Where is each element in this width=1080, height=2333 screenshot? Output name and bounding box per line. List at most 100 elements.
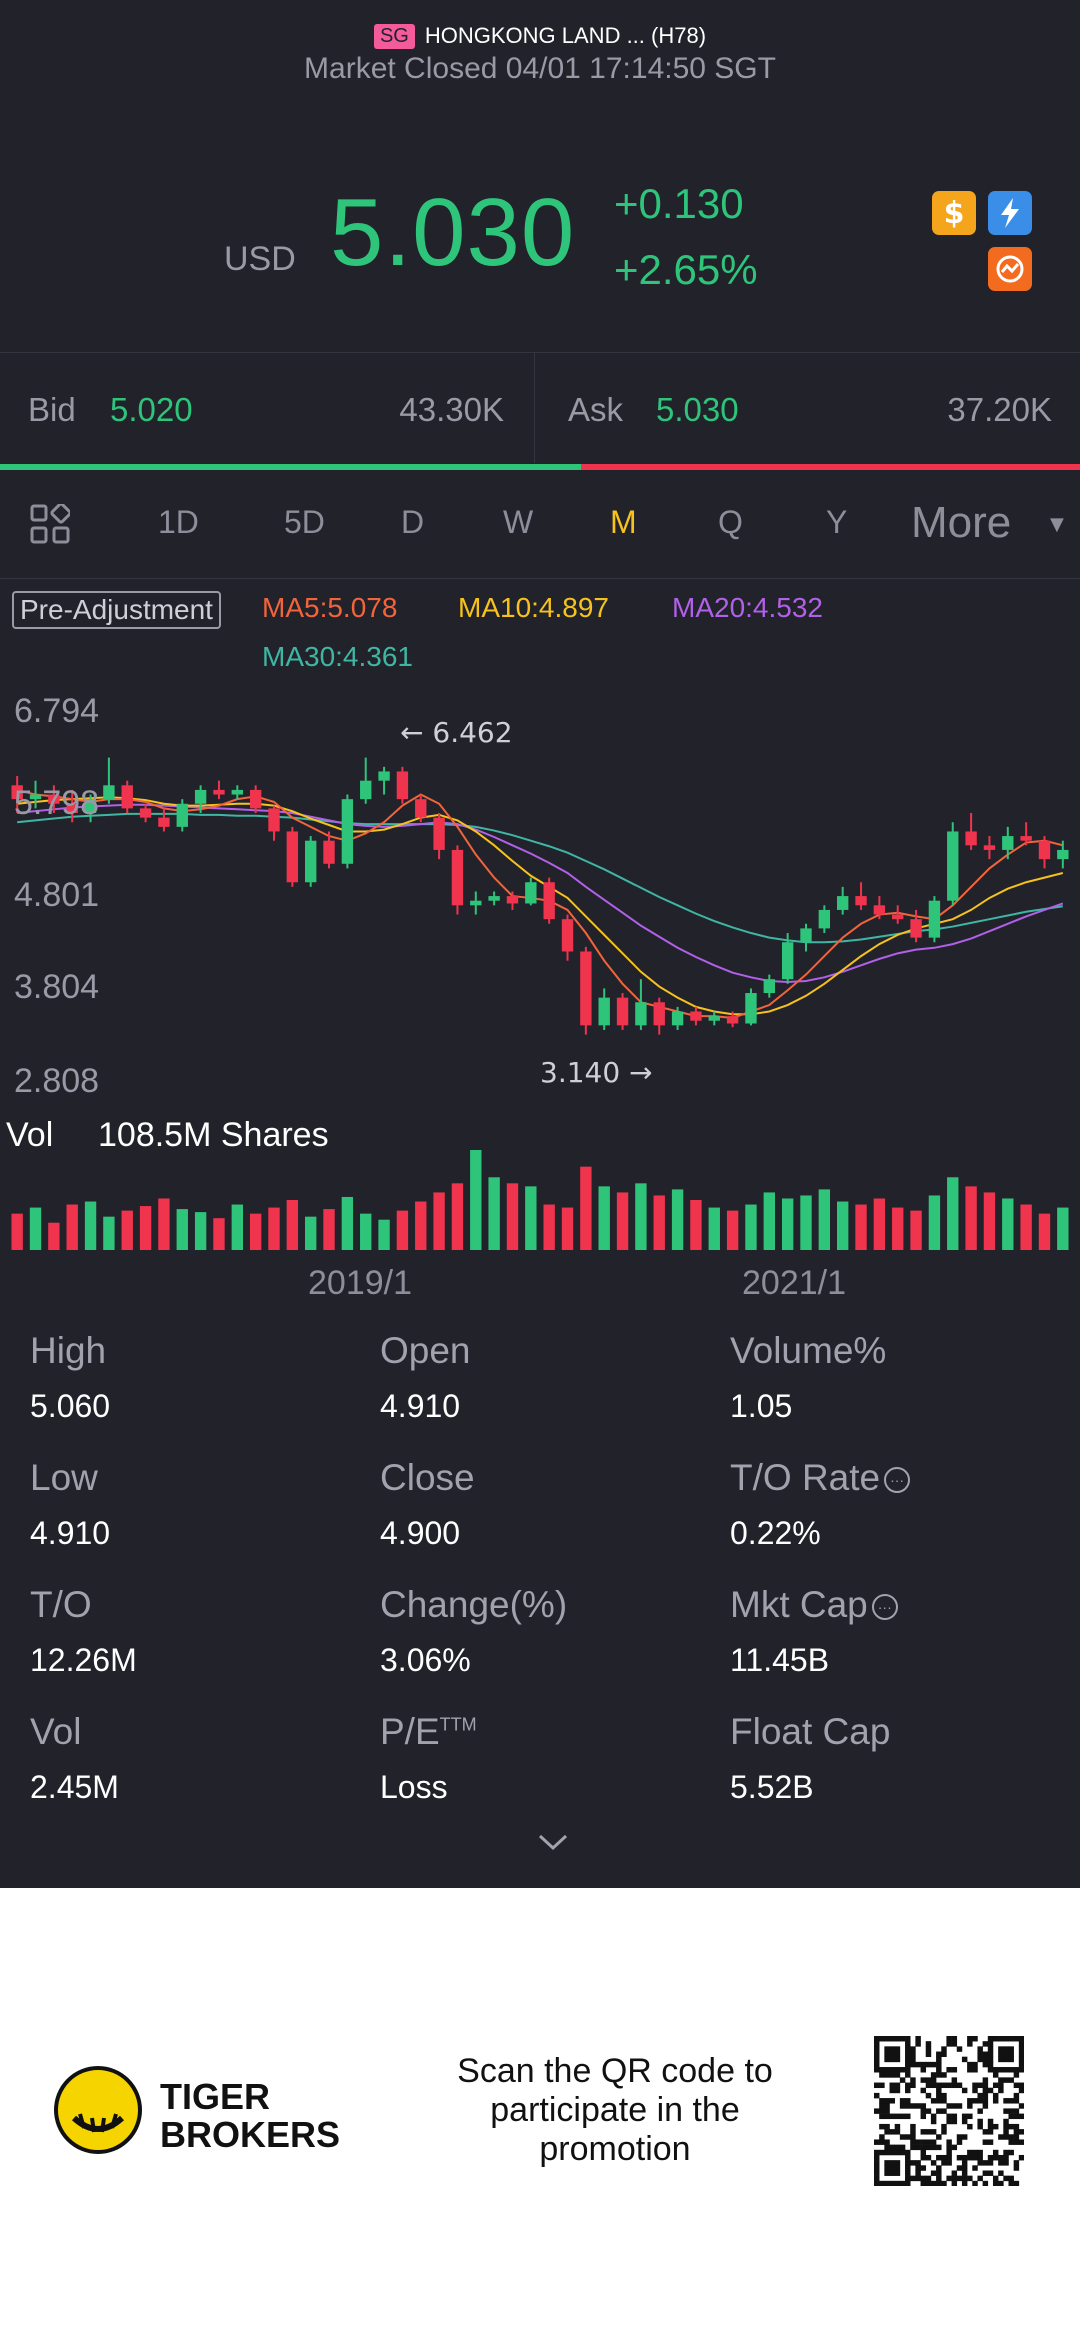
layout-grid-icon[interactable] <box>30 502 72 544</box>
bid-size: 43.30K <box>399 391 504 428</box>
volume-bar <box>616 1192 629 1250</box>
candle <box>763 974 775 998</box>
tab-m[interactable]: M <box>610 504 637 540</box>
x-tick-label: 2019/1 <box>308 1264 412 1302</box>
tab-w[interactable]: W <box>503 504 534 540</box>
volume-bar <box>910 1210 922 1250</box>
high-marker-value: 6.462 <box>432 716 513 749</box>
ma5-label: MA5:5.078 <box>262 592 398 623</box>
candle <box>231 785 243 800</box>
ask-label: Ask <box>568 391 624 428</box>
stock-title[interactable]: SG HONGKONG LAND ... (H78) <box>0 18 1080 54</box>
stat-label: Low <box>30 1457 98 1499</box>
lightning-icon[interactable] <box>988 191 1032 235</box>
volume-bar <box>378 1219 390 1250</box>
volume-bar <box>1020 1204 1032 1250</box>
tab-more[interactable]: More <box>911 498 1012 547</box>
tab-y[interactable]: Y <box>826 504 848 540</box>
stat-value: Loss <box>380 1769 448 1805</box>
brand-line-1: TIGER <box>160 2076 271 2117</box>
candle <box>818 905 831 934</box>
volume-bar <box>213 1218 225 1250</box>
volume-bar <box>415 1201 427 1250</box>
candle <box>1020 822 1032 846</box>
ask-ratio <box>581 464 1080 470</box>
info-icon[interactable]: ··· <box>884 1467 911 1494</box>
candle <box>488 891 500 906</box>
candle-body <box>616 997 629 1026</box>
volume-value: 108.5M Shares <box>98 1116 329 1154</box>
candle-body <box>947 831 959 901</box>
stat-label: Close <box>380 1457 475 1499</box>
candle-body <box>66 803 78 814</box>
bid-price: 5.020 <box>110 391 193 428</box>
volume-bar <box>635 1183 647 1250</box>
dollar-icon[interactable]: $ <box>932 191 976 235</box>
candle-body <box>231 789 243 795</box>
candle <box>139 803 152 823</box>
volume-bar <box>781 1198 794 1250</box>
candle <box>800 923 812 952</box>
volume-bar <box>561 1207 574 1250</box>
pre-adjustment-toggle[interactable]: Pre-Adjustment <box>12 591 221 629</box>
candle <box>158 808 170 832</box>
candle <box>525 877 537 906</box>
volume-bar <box>818 1189 831 1250</box>
ma5-line <box>16 788 1064 1019</box>
stat-label-sup: TTM <box>439 1714 477 1735</box>
volume-bar <box>855 1204 867 1250</box>
candlestick-chart[interactable] <box>0 680 1080 1270</box>
volume-bar <box>983 1192 996 1250</box>
candle-body <box>1020 836 1032 841</box>
tab-1d[interactable]: 1D <box>158 504 199 540</box>
candle <box>635 979 647 1030</box>
candle-body <box>139 808 152 818</box>
candle <box>121 780 133 814</box>
candle-body <box>800 928 812 943</box>
arrow-left-icon: ← <box>400 716 433 749</box>
candle-body <box>708 1016 720 1021</box>
stat-label: T/O <box>30 1584 92 1626</box>
candle <box>745 988 757 1026</box>
candle-body <box>323 840 335 864</box>
y-tick-label: 4.801 <box>14 876 100 914</box>
expand-chevron-icon[interactable] <box>536 1832 570 1856</box>
candle-body <box>965 831 977 846</box>
volume-bar <box>708 1207 720 1250</box>
chevron-down-icon[interactable]: ▼ <box>1050 514 1064 535</box>
volume-bar <box>543 1204 555 1250</box>
low-marker-value: 3.140 <box>540 1056 621 1089</box>
candle-body <box>433 817 445 850</box>
volume-bar <box>671 1189 684 1250</box>
candle-body <box>121 785 133 809</box>
stat-label-text: T/O Rate <box>730 1457 881 1498</box>
y-tick-label: 5.798 <box>14 784 100 822</box>
candle-body <box>1002 836 1014 850</box>
candle-body <box>506 896 519 904</box>
candle <box>855 882 867 910</box>
tab-d[interactable]: D <box>401 504 425 540</box>
candle-body <box>341 799 354 864</box>
candle-body <box>653 1002 665 1026</box>
candle-body <box>305 840 317 883</box>
info-icon[interactable]: ··· <box>871 1594 898 1621</box>
candle <box>29 780 42 809</box>
candle <box>451 845 464 915</box>
candle <box>928 896 941 943</box>
candle <box>965 813 977 850</box>
volume-bar <box>66 1204 78 1250</box>
tab-5d[interactable]: 5D <box>284 504 325 540</box>
stat-label: Change(%) <box>380 1584 567 1626</box>
volume-bar <box>965 1186 977 1250</box>
ask-price: 5.030 <box>656 391 739 428</box>
candle-body <box>451 849 464 906</box>
volume-bar <box>1057 1207 1069 1250</box>
volume-bar <box>580 1166 592 1250</box>
brand-line-2: BROKERS <box>160 2114 341 2155</box>
ma10-line <box>17 796 1064 1016</box>
tab-q[interactable]: Q <box>718 504 743 540</box>
volume-bar <box>305 1216 317 1250</box>
candle-body <box>580 951 592 1026</box>
stat-value: 3.06% <box>380 1642 471 1678</box>
options-icon[interactable] <box>988 247 1032 291</box>
